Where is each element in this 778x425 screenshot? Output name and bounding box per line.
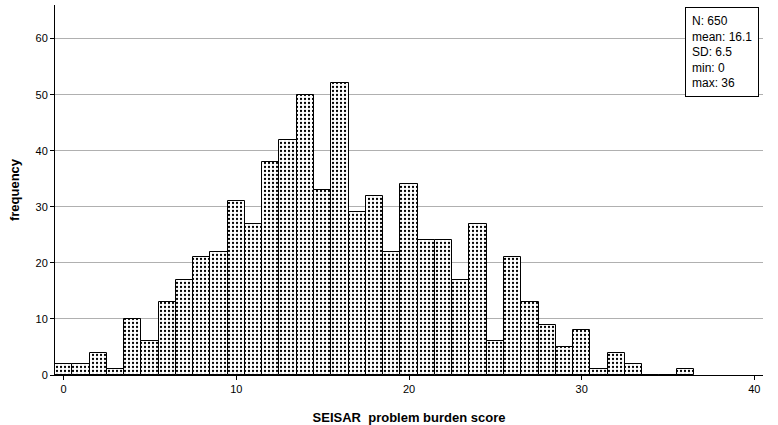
svg-text:0: 0	[42, 369, 48, 381]
svg-text:10: 10	[230, 383, 242, 395]
svg-text:SEISAR problem burden score: SEISAR problem burden score	[313, 410, 506, 425]
svg-text:0: 0	[61, 383, 67, 395]
svg-text:frequency: frequency	[7, 158, 22, 221]
svg-text:50: 50	[36, 89, 48, 101]
svg-text:30: 30	[36, 201, 48, 213]
svg-text:N: 650mean: 16.1SD: 6.5min: 0m: N: 650mean: 16.1SD: 6.5min: 0max: 36	[692, 14, 752, 90]
svg-text:20: 20	[403, 383, 415, 395]
svg-text:30: 30	[576, 383, 588, 395]
svg-text:60: 60	[36, 32, 48, 44]
svg-text:10: 10	[36, 313, 48, 325]
svg-text:40: 40	[748, 383, 760, 395]
svg-text:40: 40	[36, 145, 48, 157]
svg-text:20: 20	[36, 257, 48, 269]
